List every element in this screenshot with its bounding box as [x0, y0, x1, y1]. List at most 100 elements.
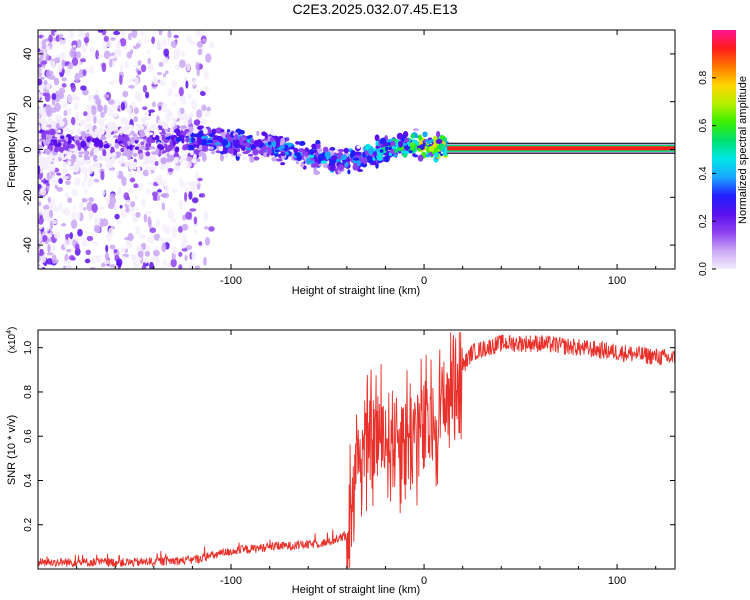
- spectrogram-cell: [198, 144, 203, 151]
- spectrogram-x-label: Height of straight line (km): [292, 285, 420, 297]
- spectrogram-speckle: [72, 205, 77, 212]
- spectrogram-cell: [193, 148, 200, 155]
- spectrogram-x-tick-label: 100: [608, 275, 626, 287]
- spectrogram-cell: [201, 139, 208, 147]
- spectrogram-speckle: [119, 204, 123, 209]
- spectrogram-cell: [240, 145, 246, 151]
- spectrogram-cell: [51, 155, 59, 159]
- spectrogram-speckle: [133, 183, 139, 189]
- spectrogram-speckle: [168, 208, 173, 214]
- spectrogram-cell: [75, 158, 79, 162]
- spectrogram-cell: [344, 162, 349, 168]
- spectrogram-cell: [404, 137, 410, 143]
- spectrogram-cell: [78, 151, 85, 155]
- spectrogram-cell: [187, 145, 195, 149]
- spectrogram-cell: [337, 154, 342, 160]
- spectrogram-speckle: [147, 48, 151, 55]
- spectrogram-cell: [428, 139, 434, 143]
- spectrogram-speckle: [202, 85, 209, 93]
- spectrogram-speckle: [43, 204, 50, 211]
- spectrogram-cell: [81, 135, 86, 140]
- spectrogram-cell: [104, 132, 112, 139]
- spectrogram-cell: [43, 121, 49, 126]
- spectrogram-cell: [163, 138, 170, 143]
- spectrogram-cell: [236, 147, 241, 153]
- spectrogram-cell: [235, 139, 240, 147]
- spectrogram-speckle: [143, 257, 149, 264]
- spectrogram-cell: [164, 133, 170, 137]
- spectrogram-speckle: [190, 180, 197, 187]
- spectrogram-cell: [185, 156, 193, 162]
- spectrogram-cell: [394, 148, 398, 154]
- spectrogram-speckle: [51, 175, 56, 185]
- spectrogram-cell: [352, 157, 360, 161]
- spectrogram-speckle: [173, 34, 179, 39]
- spectrogram-speckle: [163, 73, 167, 78]
- spectrogram-speckle: [41, 109, 47, 119]
- spectrogram-cell: [96, 156, 101, 161]
- spectrogram-cell: [311, 143, 317, 149]
- spectrogram-speckle: [151, 101, 156, 108]
- spectrogram-speckle: [51, 254, 57, 265]
- spectrogram-speckle: [208, 226, 215, 232]
- spectrogram-speckle: [167, 88, 173, 93]
- spectrogram-speckle: [156, 72, 163, 76]
- spectrogram-cell: [266, 149, 273, 155]
- spectrogram-cell: [184, 128, 190, 133]
- spectrogram-speckle: [163, 57, 169, 65]
- spectrogram-speckle: [128, 85, 135, 89]
- spectrogram-cell: [329, 164, 336, 172]
- spectrogram-cell: [293, 147, 299, 154]
- spectrogram-cell: [117, 160, 122, 164]
- spectrogram-cell: [317, 149, 322, 153]
- spectrogram-cell: [337, 148, 345, 153]
- spectrogram-speckle: [116, 219, 122, 226]
- spectrogram-cell: [138, 152, 144, 160]
- spectrogram-cell: [86, 114, 91, 121]
- spectrogram-speckle: [103, 104, 108, 114]
- spectrogram-cell: [389, 148, 395, 154]
- spectrogram-speckle: [88, 94, 92, 102]
- spectrogram-speckle: [97, 104, 104, 112]
- spectrogram-cell: [192, 128, 199, 134]
- spectrogram-cell: [159, 164, 165, 171]
- spectrogram-speckle: [178, 199, 184, 210]
- spectrogram-cell: [59, 123, 64, 127]
- spectrogram-speckle: [172, 246, 177, 255]
- spectrogram-speckle: [75, 51, 81, 59]
- spectrogram-speckle: [76, 39, 82, 48]
- spectrogram-cell: [226, 132, 230, 138]
- spectrogram-speckle: [154, 160, 159, 167]
- spectrogram-speckle: [130, 253, 136, 260]
- spectrogram-cell: [155, 148, 160, 154]
- spectrogram-cell: [102, 149, 107, 157]
- spectrogram-cell: [343, 147, 349, 154]
- spectrogram-speckle: [83, 111, 88, 117]
- spectrogram-speckle: [130, 49, 134, 55]
- spectrogram-cell: [396, 132, 404, 140]
- spectrogram-cell: [438, 143, 445, 148]
- spectrogram-speckle: [70, 116, 76, 126]
- spectrogram-cell: [174, 165, 181, 172]
- spectrogram-speckle: [43, 80, 48, 85]
- spectrogram-speckle: [103, 50, 111, 60]
- spectrogram-speckle: [94, 216, 100, 226]
- spectrogram-speckle: [113, 249, 118, 254]
- spectrogram-cell: [280, 152, 286, 157]
- spectrogram-speckle: [59, 33, 63, 39]
- spectrogram-speckle: [101, 62, 107, 73]
- spectrogram-y-tick-label: -20: [22, 189, 34, 205]
- spectrogram-speckle: [159, 80, 167, 86]
- spectrogram-cell: [62, 150, 69, 154]
- spectrogram-speckle: [123, 236, 131, 241]
- spectrogram-speckle: [201, 104, 207, 112]
- spectrogram-cell: [121, 117, 129, 125]
- spectrogram-speckle: [193, 216, 198, 225]
- spectrogram-cell: [220, 129, 225, 133]
- spectrogram-cell: [340, 154, 348, 161]
- tone-band-core: [447, 146, 675, 151]
- spectrogram-speckle: [184, 191, 188, 202]
- spectrogram-speckle: [98, 54, 104, 59]
- spectrogram-speckle: [144, 91, 150, 99]
- spectrogram-speckle: [185, 244, 193, 251]
